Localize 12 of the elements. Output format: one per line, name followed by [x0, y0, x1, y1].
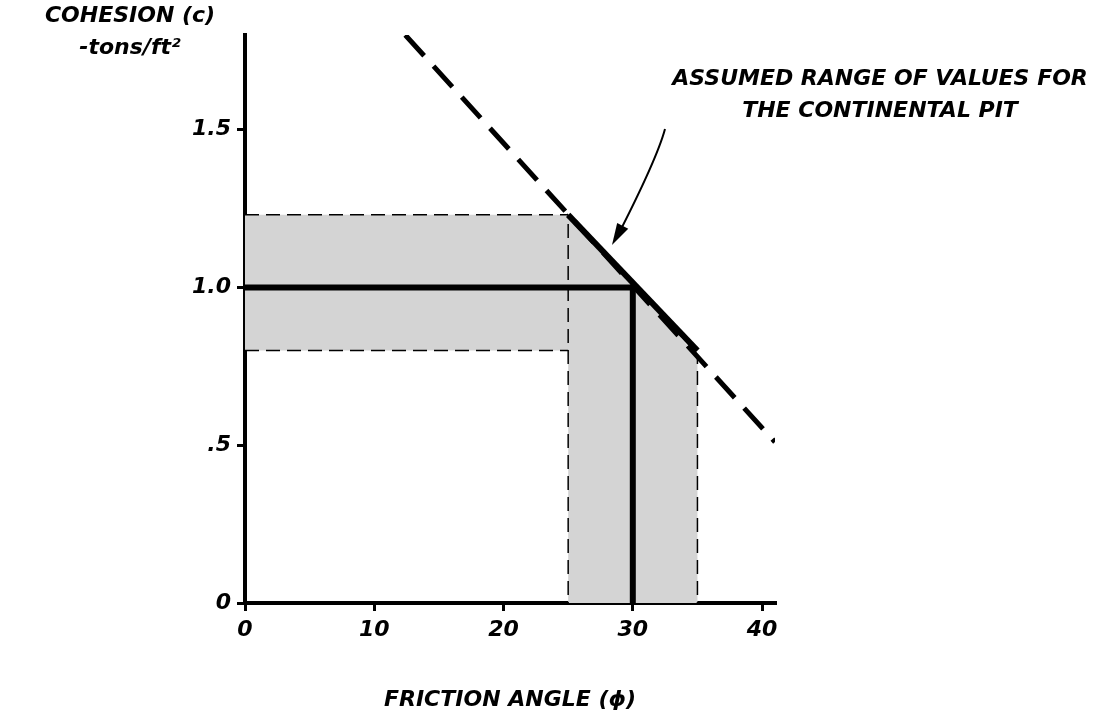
x-tick-label: 30 [617, 615, 649, 641]
y-tick-label: .5 [207, 430, 231, 456]
x-axis-title: FRICTION ANGLE (ϕ) [383, 685, 637, 711]
x-tick-label: 40 [745, 615, 778, 641]
x-tick-label: 20 [488, 615, 519, 641]
x-tick-label: 10 [358, 615, 390, 641]
y-tick-label: 1.5 [192, 115, 231, 141]
y-tick-label: 1.0 [192, 273, 231, 299]
annotation: ASSUMED RANGE OF VALUES FOR THE CONTINENTAL PIT [670, 65, 1088, 122]
y-tick-label: 0 [215, 588, 231, 614]
y-axis-title: COHESION (c) -tons/ft² [44, 2, 216, 59]
x-tick-label: 0 [237, 615, 253, 641]
